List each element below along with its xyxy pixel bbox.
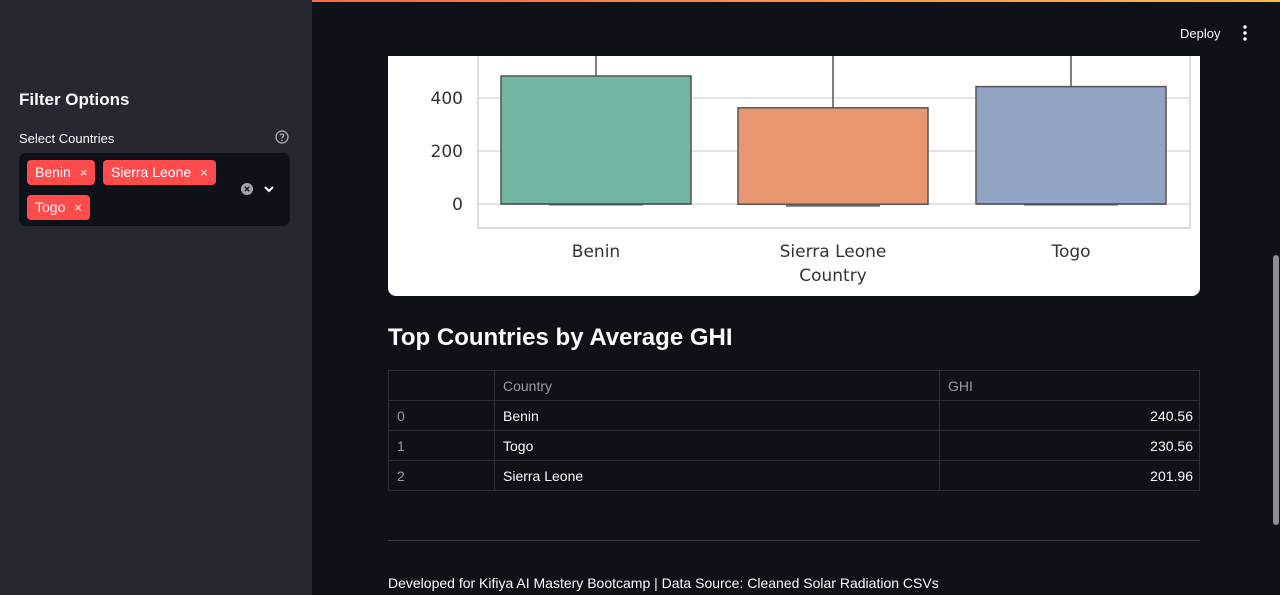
deploy-button[interactable]: Deploy	[1180, 26, 1221, 41]
index-header	[388, 370, 495, 401]
y-tick-label: 400	[431, 89, 463, 109]
tag-label: Benin	[35, 164, 71, 180]
country-cell: Benin	[494, 400, 940, 431]
remove-tag-icon[interactable]: ×	[74, 200, 82, 215]
scrollbar[interactable]	[1273, 255, 1279, 525]
ghi-header[interactable]: GHI	[939, 370, 1200, 401]
sidebar: Filter Options Select Countries Benin × S…	[0, 0, 312, 595]
divider	[388, 540, 1200, 541]
table-header-row: Country GHI	[388, 370, 1200, 401]
x-axis-label: Country	[799, 266, 867, 286]
vertical-dots-icon[interactable]	[1240, 24, 1250, 42]
country-cell: Sierra Leone	[494, 460, 940, 491]
table-row: 1 Togo 230.56	[388, 430, 1200, 461]
remove-tag-icon[interactable]: ×	[79, 165, 88, 180]
row-index: 0	[388, 400, 495, 431]
country-multiselect[interactable]: Benin × Sierra Leone × Togo ×	[19, 153, 290, 226]
box-sierra-leone	[737, 107, 929, 206]
ghi-cell: 240.56	[939, 400, 1200, 431]
box-benin	[500, 75, 692, 205]
select-countries-label: Select Countries	[19, 131, 115, 146]
box-togo	[975, 85, 1167, 205]
ghi-cell: 201.96	[939, 460, 1200, 491]
tag-benin: Benin ×	[27, 160, 96, 185]
clear-circle-icon[interactable]	[240, 182, 254, 196]
country-cell: Togo	[494, 430, 940, 461]
chevron-down-icon[interactable]	[262, 182, 276, 196]
remove-tag-icon[interactable]: ×	[200, 165, 208, 180]
sidebar-title: Filter Options	[19, 90, 130, 109]
section-title: Top Countries by Average GHI	[388, 324, 733, 351]
tag-label: Togo	[35, 199, 66, 215]
footer-text: Developed for Kifiya AI Mastery Bootcamp…	[388, 575, 939, 591]
tag-sierra-leone: Sierra Leone ×	[103, 160, 216, 185]
boxplot-svg: 0 200 400 Benin Sierra Leone Togo Country	[431, 56, 1191, 286]
tag-label: Sierra Leone	[111, 164, 192, 180]
y-tick-label: 200	[431, 142, 463, 162]
row-index: 2	[388, 460, 495, 491]
x-tick-label: Benin	[572, 242, 620, 262]
country-header[interactable]: Country	[494, 370, 940, 401]
question-circle-icon[interactable]	[275, 130, 289, 144]
y-tick-label: 0	[452, 195, 463, 215]
tag-togo: Togo ×	[27, 195, 90, 220]
top-accent-line	[0, 0, 1280, 2]
ghi-cell: 230.56	[939, 430, 1200, 461]
table-row: 0 Benin 240.56	[388, 400, 1200, 431]
row-index: 1	[388, 430, 495, 461]
x-tick-label: Sierra Leone	[780, 242, 887, 262]
boxplot-chart: 0 200 400 Benin Sierra Leone Togo Country	[388, 56, 1200, 296]
table-row: 2 Sierra Leone 201.96	[388, 460, 1200, 491]
data-table: Country GHI 0 Benin 240.56 1 Togo 230.56…	[388, 370, 1200, 491]
x-tick-label: Togo	[1050, 242, 1090, 262]
